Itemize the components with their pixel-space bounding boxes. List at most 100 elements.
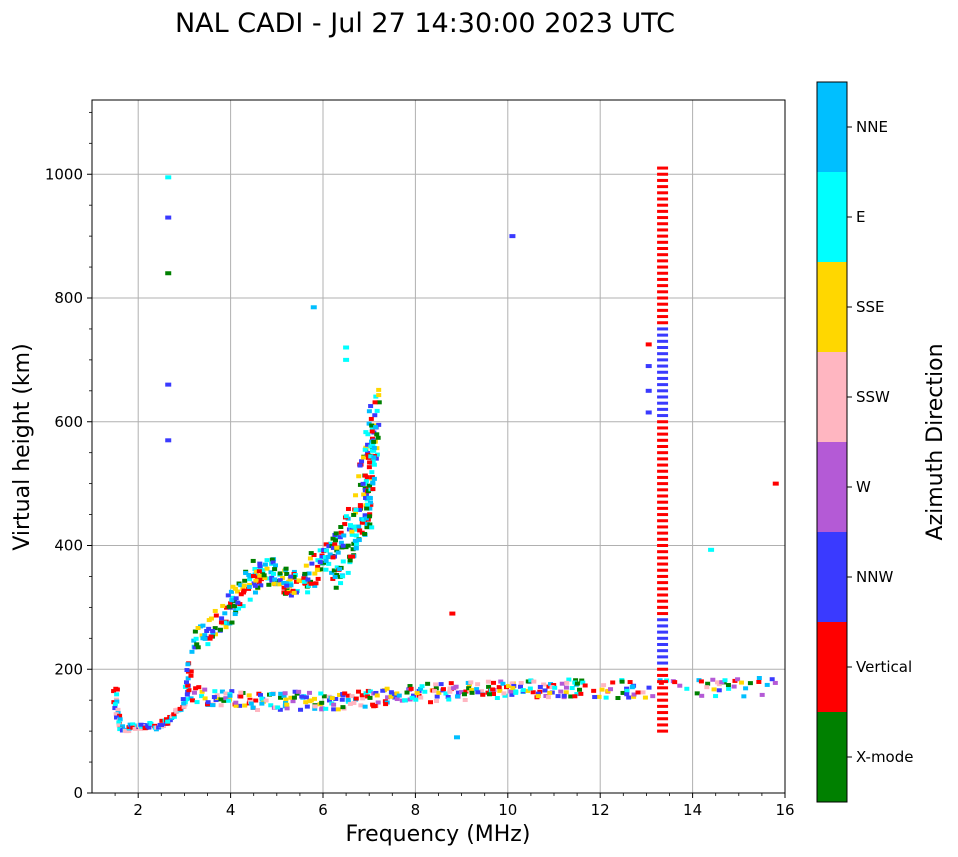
f-region-echo bbox=[323, 567, 329, 572]
sporadic-e-echo bbox=[250, 705, 256, 710]
f-region-echo bbox=[374, 452, 380, 457]
sporadic-e-echo bbox=[436, 690, 442, 695]
e-region-echo bbox=[184, 692, 190, 697]
interference-echo bbox=[657, 704, 669, 708]
sporadic-e-echo bbox=[202, 696, 208, 701]
sporadic-e-echo bbox=[502, 693, 508, 698]
e-region-echo bbox=[183, 680, 189, 685]
sporadic-e-echo bbox=[223, 691, 229, 696]
oblique-echo bbox=[343, 345, 350, 350]
sporadic-e-echo bbox=[719, 680, 725, 685]
sporadic-e-echo bbox=[642, 695, 648, 700]
interference-echo bbox=[657, 364, 669, 368]
sporadic-e-echo bbox=[610, 680, 616, 685]
sporadic-e-echo bbox=[572, 694, 578, 699]
sporadic-e-echo bbox=[596, 694, 602, 699]
f-region-echo bbox=[341, 533, 347, 538]
sporadic-e-echo bbox=[333, 696, 339, 701]
sporadic-e-echo bbox=[684, 686, 690, 691]
f-region-echo bbox=[291, 569, 297, 574]
sporadic-e-echo bbox=[204, 702, 210, 707]
f-region-echo bbox=[362, 486, 368, 491]
sporadic-e-echo bbox=[303, 700, 309, 705]
f-region-echo bbox=[335, 550, 341, 555]
f-region-echo bbox=[270, 571, 276, 576]
f-region-x-echo bbox=[369, 525, 375, 530]
sporadic-e-echo bbox=[572, 680, 578, 685]
sporadic-e-echo bbox=[290, 699, 296, 704]
f-region-echo bbox=[274, 582, 280, 587]
sporadic-e-echo bbox=[447, 686, 453, 691]
sporadic-e-echo bbox=[396, 693, 402, 698]
f-region-x-echo bbox=[345, 570, 351, 575]
sporadic-e-echo bbox=[422, 689, 428, 694]
f-region-echo bbox=[351, 541, 357, 546]
sporadic-e-echo bbox=[253, 698, 259, 703]
sporadic-e-echo bbox=[229, 689, 235, 694]
f-region-x-echo bbox=[353, 545, 359, 550]
f-region-x-echo bbox=[367, 512, 373, 517]
colorbar-segment bbox=[817, 622, 847, 712]
f-region-echo bbox=[305, 590, 311, 595]
f-region-echo bbox=[362, 447, 368, 452]
f-region-echo bbox=[349, 529, 355, 534]
sporadic-e-echo bbox=[704, 685, 710, 690]
f-region-echo bbox=[305, 577, 311, 582]
f-region-echo bbox=[306, 583, 312, 588]
f-region-echo bbox=[321, 547, 327, 552]
f-region-echo bbox=[271, 581, 277, 586]
sporadic-e-echo bbox=[199, 689, 205, 694]
sporadic-e-echo bbox=[485, 679, 491, 684]
sporadic-e-echo bbox=[694, 691, 700, 696]
sporadic-e-echo bbox=[764, 682, 770, 687]
sporadic-e-echo bbox=[577, 687, 583, 692]
interference-echo bbox=[657, 587, 669, 591]
sporadic-e-echo bbox=[461, 692, 467, 697]
interference-echo bbox=[657, 698, 669, 702]
interference-echo bbox=[657, 550, 669, 554]
sporadic-e-echo bbox=[373, 690, 379, 695]
sporadic-e-echo bbox=[509, 681, 515, 686]
interference-echo bbox=[657, 222, 669, 226]
sporadic-e-echo bbox=[475, 682, 481, 687]
interference-echo bbox=[657, 395, 669, 399]
f-region-echo bbox=[356, 524, 362, 529]
f-region-echo bbox=[265, 576, 271, 581]
chart-title: NAL CADI - Jul 27 14:30:00 2023 UTC bbox=[175, 8, 675, 39]
f-region-echo bbox=[231, 603, 237, 608]
sporadic-e-echo bbox=[326, 698, 332, 703]
interference-echo bbox=[657, 537, 669, 541]
sporadic-e-echo bbox=[603, 695, 609, 700]
x-axis-label: Frequency (MHz) bbox=[346, 822, 531, 847]
colorbar: X-mode Vertical NNW W SSW SSE E NNE bbox=[816, 81, 913, 803]
f-region-echo bbox=[233, 596, 239, 601]
f-region-echo bbox=[241, 583, 247, 588]
sporadic-e-echo bbox=[196, 685, 202, 690]
sporadic-e-echo bbox=[579, 678, 585, 683]
f-region-echo bbox=[362, 513, 368, 518]
f-region-echo bbox=[224, 605, 230, 610]
y-tick-label: 200 bbox=[54, 660, 83, 678]
interference-echo bbox=[657, 593, 669, 597]
sporadic-e-echo bbox=[574, 681, 580, 686]
oblique-echo bbox=[509, 234, 516, 239]
interference-echo bbox=[657, 544, 669, 547]
f-region-echo bbox=[250, 574, 256, 579]
sporadic-e-echo bbox=[743, 686, 749, 691]
f-region-echo bbox=[281, 585, 287, 590]
e-region-echo bbox=[181, 704, 187, 709]
f-region-echo bbox=[220, 603, 226, 608]
f-region-x-echo bbox=[369, 427, 375, 432]
f-region-echo bbox=[376, 393, 382, 398]
colorbar-segment bbox=[817, 442, 847, 532]
sporadic-e-echo bbox=[608, 687, 614, 692]
f-region-x-echo bbox=[373, 425, 379, 430]
sporadic-e-echo bbox=[480, 692, 486, 697]
f-region-x-echo bbox=[367, 514, 373, 519]
interference-echo bbox=[657, 185, 669, 189]
sporadic-e-echo bbox=[535, 691, 541, 696]
f-region-echo bbox=[338, 530, 344, 535]
f-region-x-echo bbox=[368, 454, 374, 459]
colorbar-segment bbox=[817, 532, 847, 622]
f-region-x-echo bbox=[367, 460, 373, 465]
